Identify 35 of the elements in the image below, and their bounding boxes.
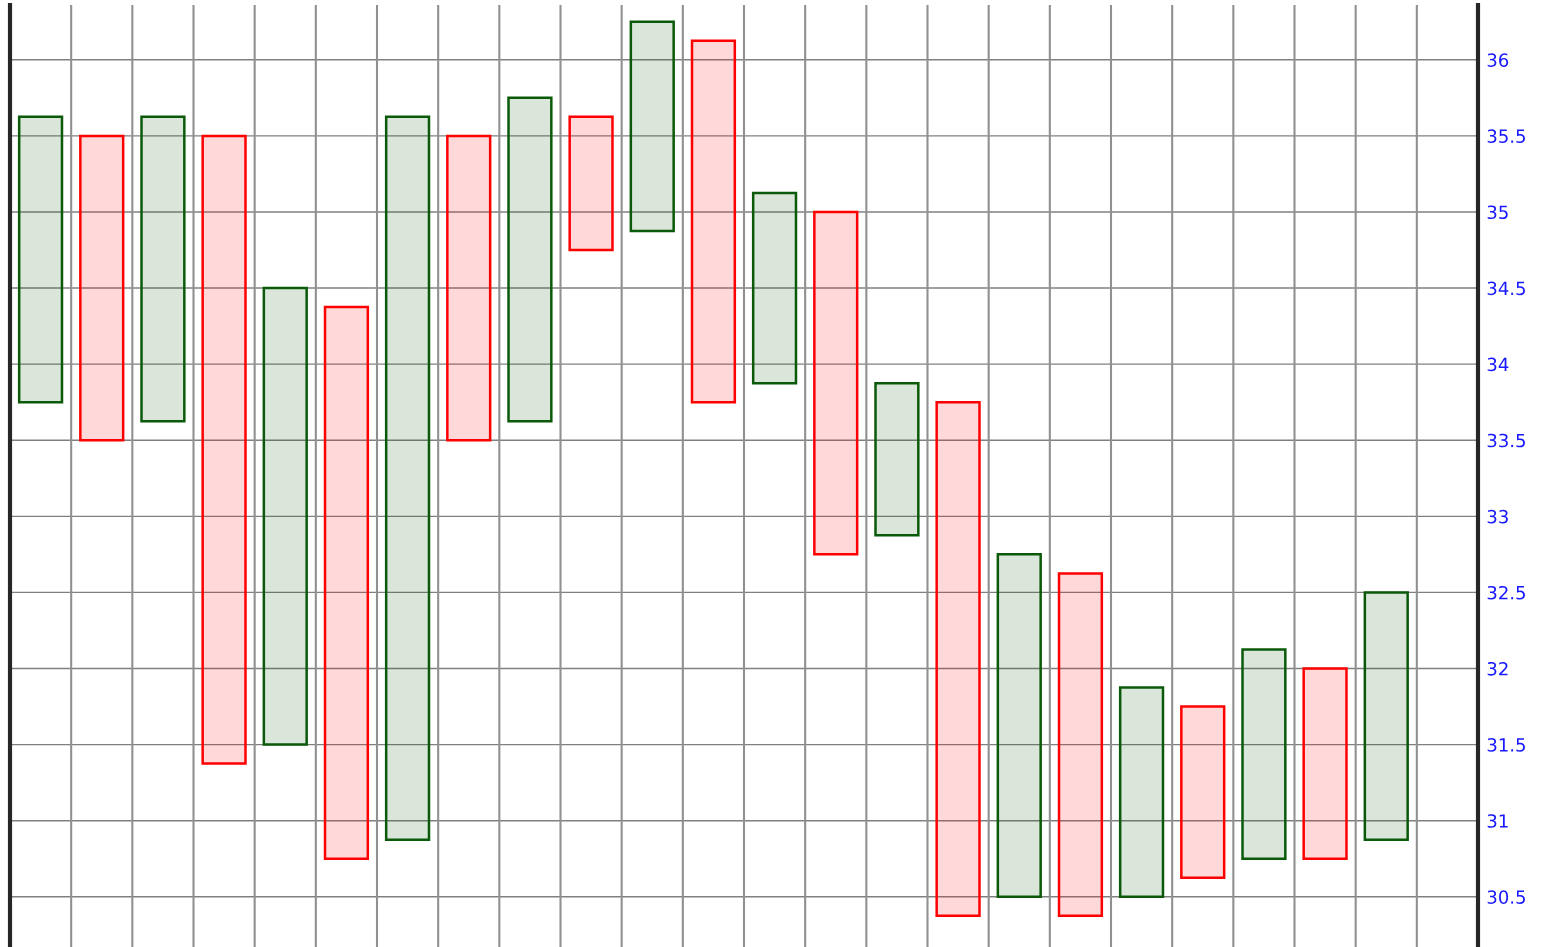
- bar: [1057, 572, 1104, 918]
- bar: [1180, 705, 1226, 880]
- y-tick-label: 36: [1487, 53, 1509, 67]
- y-tick-label: 31: [1487, 814, 1508, 828]
- y-tick-label: 32.5: [1487, 585, 1525, 600]
- bar: [935, 400, 981, 918]
- bar: [1241, 648, 1287, 860]
- bar: [813, 210, 859, 556]
- bar: [17, 115, 64, 404]
- y-tick-label: 35: [1487, 205, 1508, 220]
- y-tick-label: 35.5: [1487, 129, 1525, 143]
- bar: [629, 20, 675, 233]
- bar: [1302, 667, 1348, 860]
- bar: [874, 381, 920, 537]
- bar: [262, 286, 308, 746]
- bar: [1363, 591, 1409, 841]
- bar: [323, 305, 370, 860]
- bar: [690, 39, 737, 404]
- bar: [507, 96, 553, 423]
- bar: [996, 553, 1042, 899]
- bar: [568, 115, 614, 252]
- y-tick-label: 31.5: [1487, 738, 1525, 752]
- bar: [751, 191, 798, 385]
- bar: [384, 115, 431, 841]
- bar: [446, 134, 492, 442]
- bar: [79, 134, 125, 442]
- y-tick-label: 32: [1487, 661, 1508, 676]
- y-tick-label: 34.5: [1487, 281, 1525, 296]
- bar: [201, 134, 247, 765]
- y-tick-label: 33.5: [1487, 433, 1525, 448]
- bar: [1118, 686, 1165, 899]
- y-tick-label: 33: [1487, 509, 1508, 524]
- bar: [140, 115, 186, 423]
- y-tick-label: 34: [1487, 357, 1509, 372]
- y-tick-label: 30.5: [1487, 890, 1525, 904]
